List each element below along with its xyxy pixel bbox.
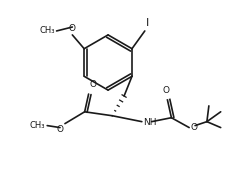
Text: O: O xyxy=(162,86,169,95)
Text: O: O xyxy=(57,125,64,134)
Text: O: O xyxy=(189,123,196,132)
Text: CH₃: CH₃ xyxy=(39,27,54,35)
Text: CH₃: CH₃ xyxy=(30,121,45,130)
Text: O: O xyxy=(89,80,96,89)
Text: NH: NH xyxy=(142,118,156,127)
Text: I: I xyxy=(145,18,148,28)
Text: O: O xyxy=(69,24,76,33)
